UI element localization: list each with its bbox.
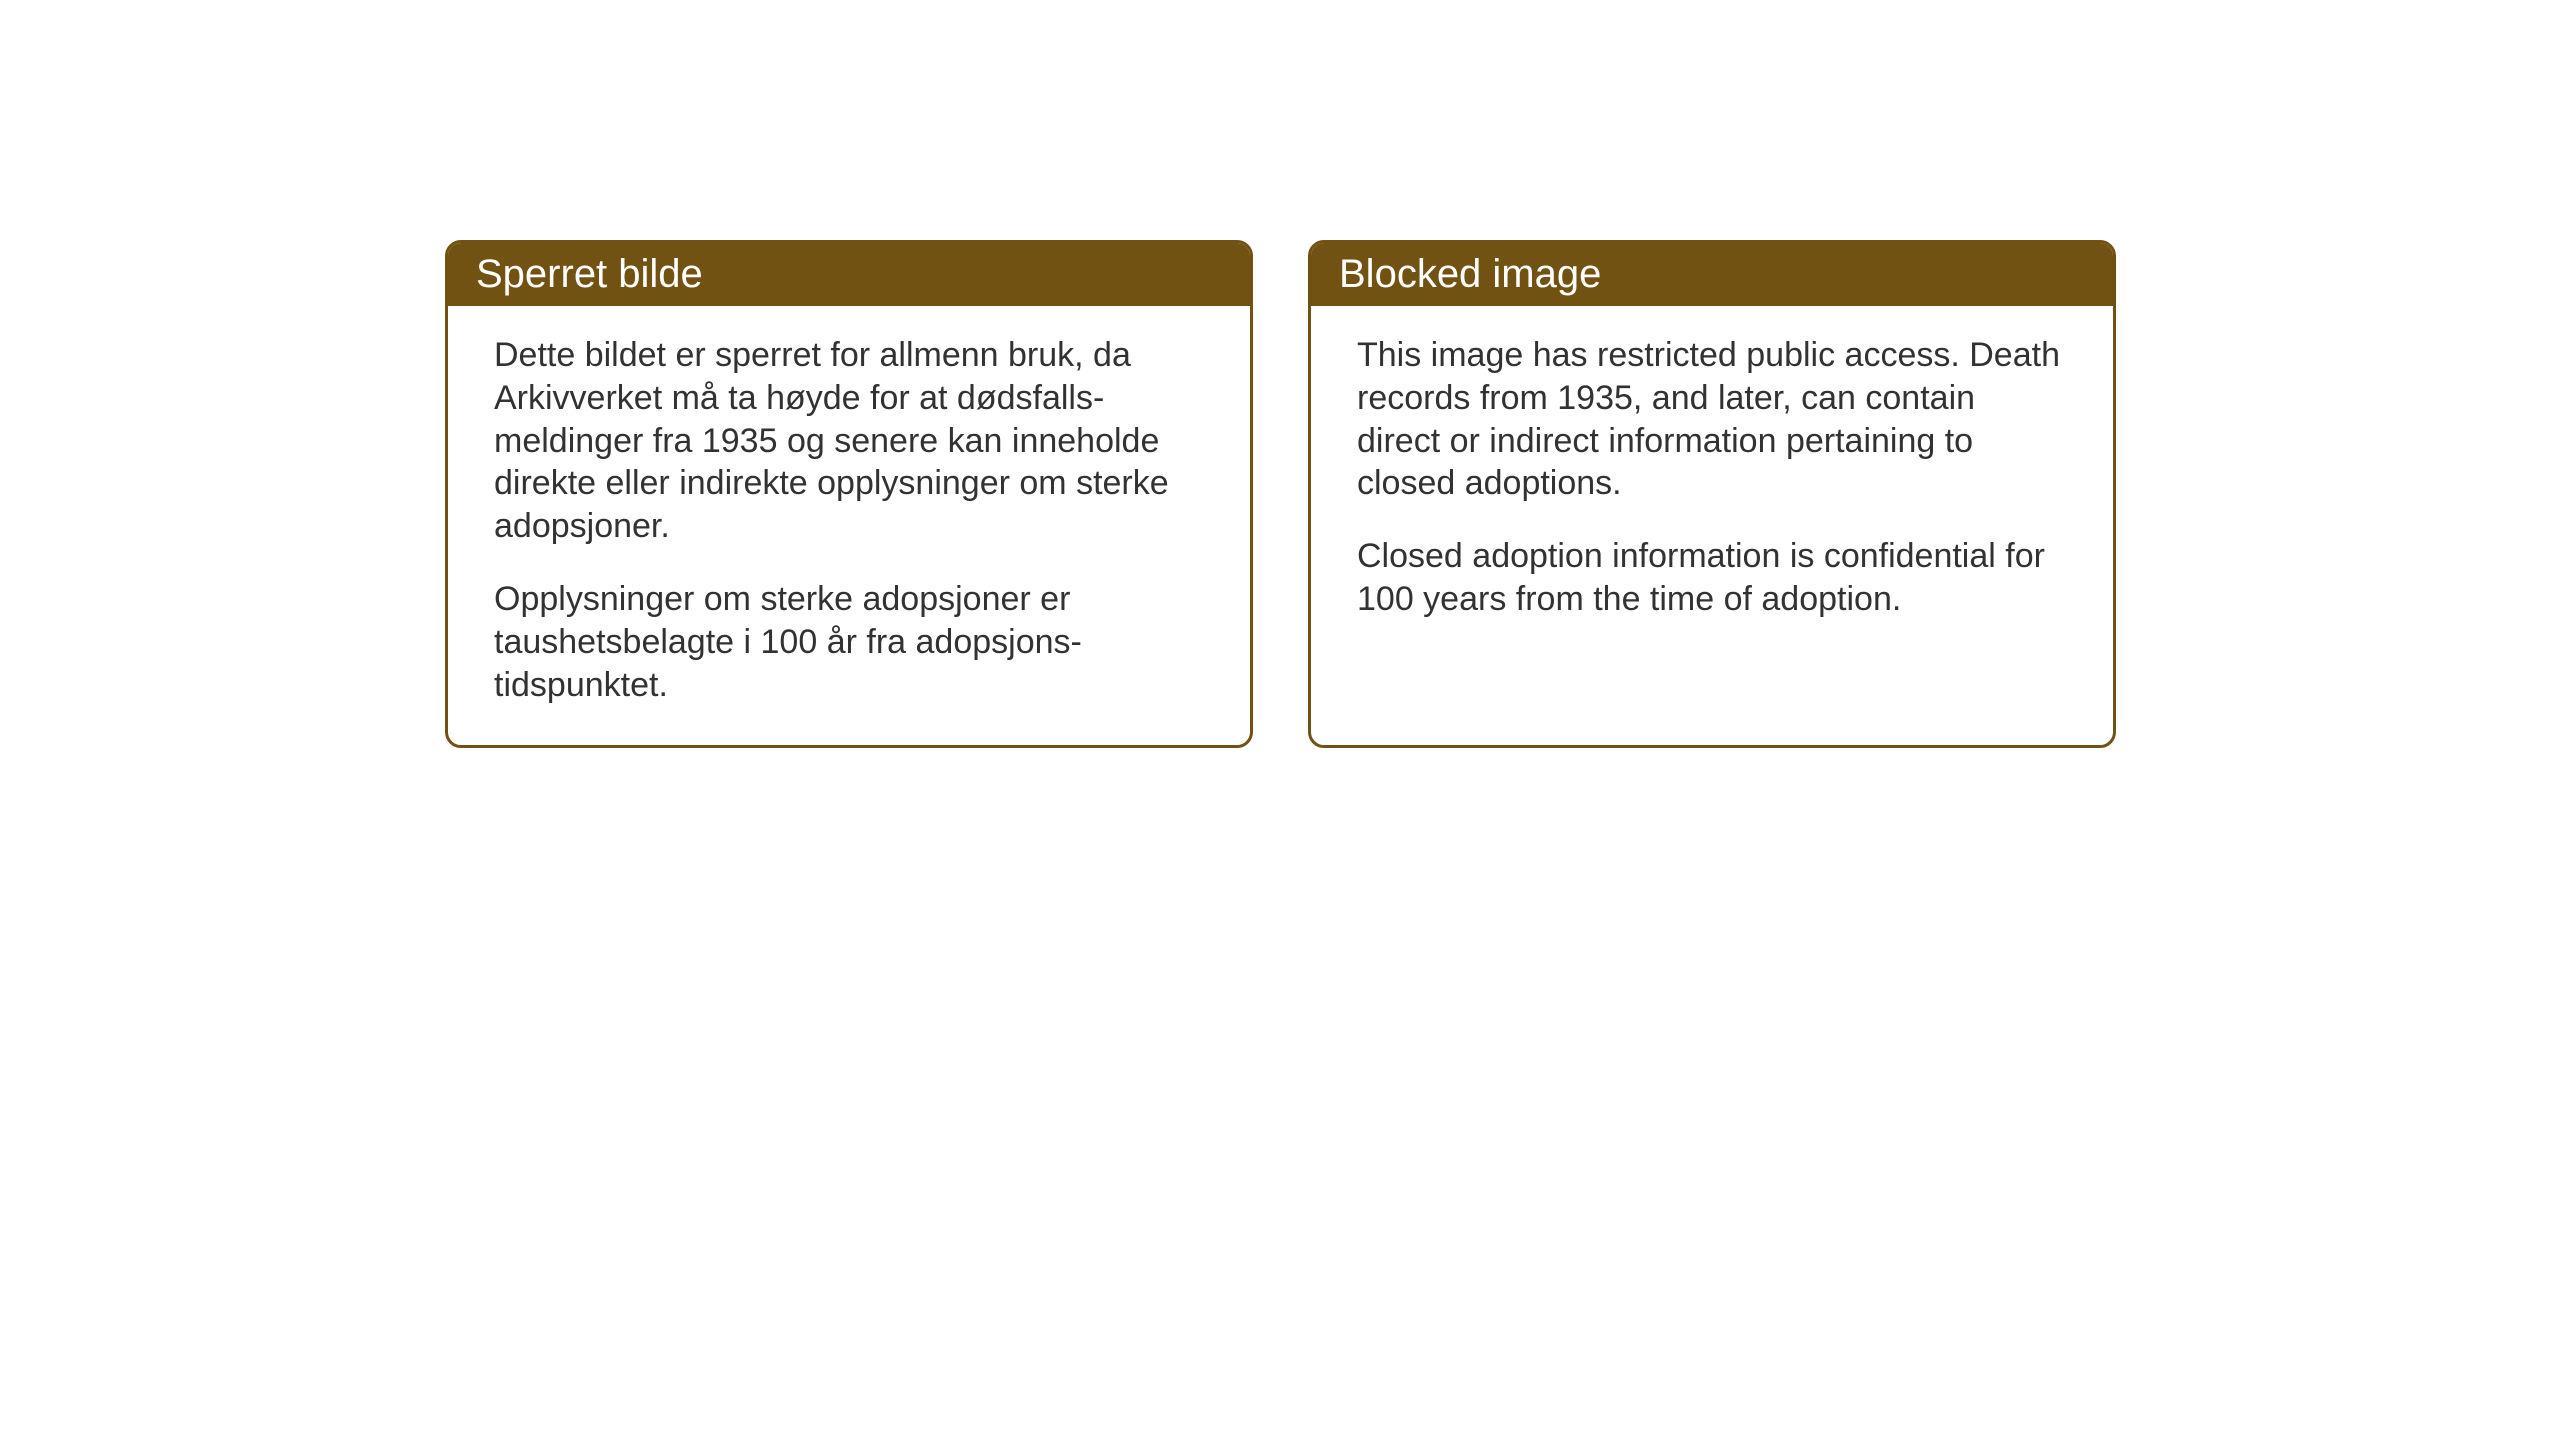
card-header-norwegian: Sperret bilde	[448, 243, 1250, 306]
card-title: Blocked image	[1339, 252, 1601, 296]
card-paragraph: Opplysninger om sterke adopsjoner er tau…	[494, 578, 1204, 706]
card-header-english: Blocked image	[1311, 243, 2113, 306]
card-body-english: This image has restricted public access.…	[1311, 306, 2113, 659]
notice-card-english: Blocked image This image has restricted …	[1308, 240, 2116, 748]
notice-cards-container: Sperret bilde Dette bildet er sperret fo…	[445, 240, 2116, 748]
card-body-norwegian: Dette bildet er sperret for allmenn bruk…	[448, 306, 1250, 745]
notice-card-norwegian: Sperret bilde Dette bildet er sperret fo…	[445, 240, 1253, 748]
card-title: Sperret bilde	[476, 252, 703, 296]
card-paragraph: This image has restricted public access.…	[1357, 334, 2067, 505]
card-paragraph: Closed adoption information is confident…	[1357, 535, 2067, 621]
card-paragraph: Dette bildet er sperret for allmenn bruk…	[494, 334, 1204, 548]
